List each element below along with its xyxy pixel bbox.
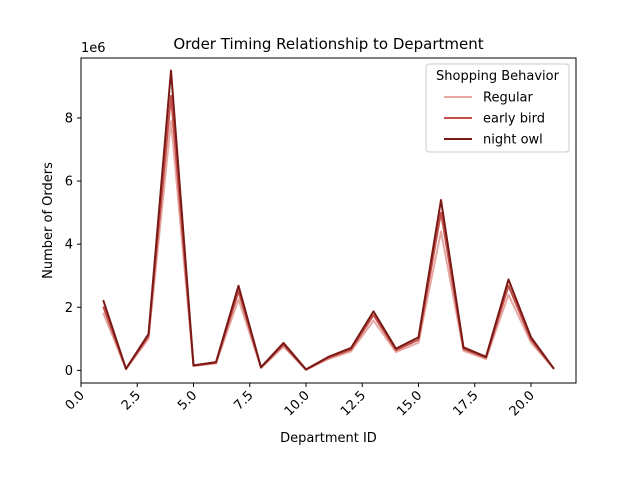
plot-area (102, 69, 555, 371)
y-tick-label: 4 (65, 238, 73, 253)
x-tick-label: 0.0 (63, 388, 88, 413)
x-axis: 0.0 2.5 5.0 7.5 10.0 12.5 15.0 17.5 20.0 (63, 383, 538, 419)
x-axis-title: Department ID (280, 431, 377, 446)
x-tick-label: 7.5 (231, 388, 256, 413)
legend-label-1: early bird (483, 112, 545, 127)
x-tick-label: 2.5 (119, 388, 144, 413)
x-tick-label: 17.5 (450, 388, 481, 419)
x-tick-label: 15.0 (394, 388, 425, 419)
x-tick-label: 5.0 (175, 388, 200, 413)
y-tick-label: 2 (65, 301, 73, 316)
legend-title: Shopping Behavior (436, 69, 560, 84)
legend: Shopping Behavior Regular early bird night … (425, 63, 570, 153)
legend-label-2: night owl (483, 133, 543, 148)
legend-box (425, 63, 570, 153)
y-tick-label: 6 (65, 175, 73, 190)
chart-title: Order Timing Relationship to Department (173, 35, 483, 53)
y-axis-offset-label: 1e6 (81, 41, 106, 56)
series-line-0 (102, 120, 555, 371)
y-axis-title: Number of Orders (41, 162, 56, 279)
x-tick-label: 12.5 (338, 388, 369, 419)
axes-frame (80, 57, 577, 384)
legend-label-0: Regular (483, 91, 534, 106)
y-tick-label: 0 (65, 364, 73, 379)
x-tick-label: 10.0 (282, 388, 313, 419)
y-tick-label: 8 (65, 111, 73, 126)
y-axis: 0 2 4 6 8 (65, 111, 81, 379)
x-tick-label: 20.0 (507, 388, 538, 419)
series-line-2 (102, 69, 555, 371)
